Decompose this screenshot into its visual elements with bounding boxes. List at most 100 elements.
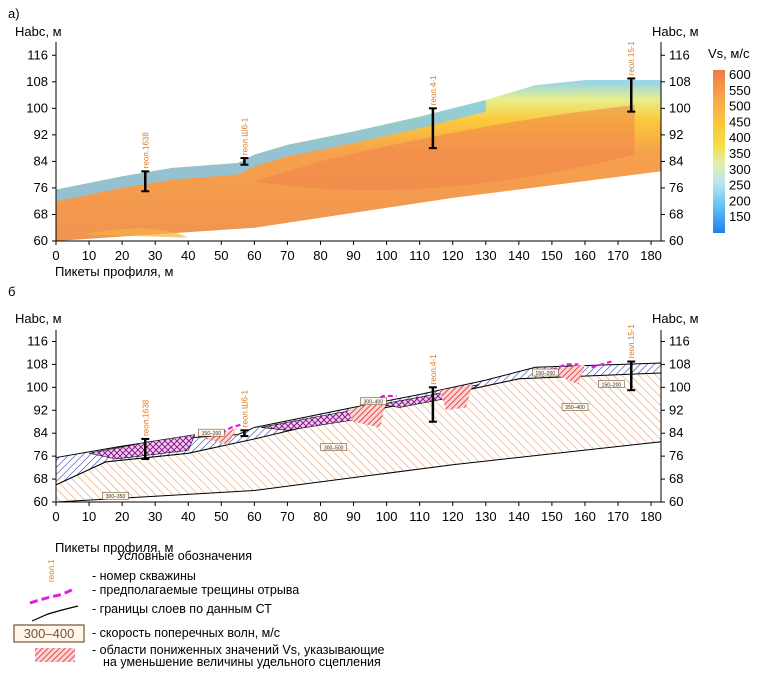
y-tick-label-right: 92 <box>669 402 683 417</box>
x-tick-label: 130 <box>475 248 497 263</box>
legend-item-layers: - границы слоев по данным СТ <box>31 602 272 622</box>
y-tick-label-right: 84 <box>669 425 683 440</box>
x-tick-label: 180 <box>640 509 662 524</box>
y-tick-label-left: 76 <box>34 180 48 195</box>
legend-low-vs-text2: на уменьшение величины удельного сцеплен… <box>103 655 381 669</box>
y-tick-label-left: 92 <box>34 402 48 417</box>
y-tick-label-left: 60 <box>34 233 48 248</box>
low-vs-area <box>439 384 473 411</box>
x-tick-label: 150 <box>541 509 563 524</box>
borehole-label: геол.15-1 <box>627 324 636 359</box>
legend: Условные обозначения геол.1 - номер сква… <box>13 549 385 669</box>
panel-b-xlabel: Пикеты профиля, м <box>55 540 173 555</box>
x-tick-label: 40 <box>181 509 195 524</box>
borehole-label: геол.15-1 <box>627 41 636 76</box>
y-tick-label-left: 60 <box>34 494 48 509</box>
legend-velocity-sample: 300–400 <box>24 626 75 641</box>
x-tick-label: 170 <box>607 248 629 263</box>
velocity-label: 150–200 <box>536 371 556 377</box>
x-tick-label: 90 <box>346 248 360 263</box>
borehole-label: геол.Ш6-1 <box>240 117 249 155</box>
colorbar-tick-label: 150 <box>729 209 751 224</box>
velocity-label-box <box>360 397 387 405</box>
x-tick-label: 10 <box>82 509 96 524</box>
x-tick-label: 150 <box>541 248 563 263</box>
panel-a-ylabel-left: Наbс, м <box>15 24 62 39</box>
y-tick-label-right: 108 <box>669 74 691 89</box>
borehole-label: геол.1638 <box>141 399 150 436</box>
y-tick-label-right: 76 <box>669 180 683 195</box>
low-velocity-band <box>56 100 486 202</box>
colorbar-title-text: Vs, м/с <box>708 46 750 61</box>
velocity-label-box <box>531 368 559 377</box>
low-vs-area <box>346 398 387 428</box>
x-tick-label: 170 <box>607 509 629 524</box>
panel-b: б Наbс, м Наbс, м 0 10 20 30 40 50 60 70 80 90 100… <box>8 284 699 555</box>
borehole-label: геол.4-1 <box>429 354 438 384</box>
velocity-label: 350–400 <box>565 405 585 411</box>
x-tick-label: 130 <box>475 509 497 524</box>
y-tick-label-right: 116 <box>669 333 690 348</box>
legend-velocity-text: - скорость поперечных волн, м/с <box>92 626 280 640</box>
x-tick-label: 80 <box>313 248 327 263</box>
legend-crack-sample <box>29 586 76 605</box>
colorbar-tick-label: 550 <box>729 83 751 98</box>
x-tick-label: 140 <box>508 248 530 263</box>
panel-a-boreholes: геол.1638 геол.Ш6-1 геол.4-1 геол.15-1 <box>141 41 636 193</box>
borehole-label: геол.4-1 <box>429 75 438 105</box>
legend-item-borehole: геол.1 - номер скважины <box>47 559 196 583</box>
x-tick-label: 80 <box>313 509 327 524</box>
geology-section <box>55 360 662 503</box>
panel-a-ylabel-right: Наbс, м <box>652 24 699 39</box>
x-tick-label: 20 <box>115 509 129 524</box>
velocity-label: 150–200 <box>602 382 622 388</box>
y-tick-label-right: 60 <box>669 494 683 509</box>
legend-borehole-text: - номер скважины <box>92 569 196 583</box>
velocity-label-box <box>598 380 625 388</box>
velocity-label: 150–200 <box>202 431 222 437</box>
y-tick-label-right: 68 <box>669 206 683 221</box>
velocity-label-box <box>102 491 129 500</box>
y-tick-label-right: 108 <box>669 356 691 371</box>
x-tick-label: 160 <box>574 248 596 263</box>
colorbar-tick-label: 350 <box>729 146 751 161</box>
y-tick-label-left: 116 <box>27 333 48 348</box>
colorbar-tick-label: 600 <box>729 67 751 82</box>
colorbar-tick-label: 250 <box>729 178 751 193</box>
x-tick-label: 0 <box>52 509 59 524</box>
x-tick-label: 180 <box>640 248 662 263</box>
colorbar-tick-label: 300 <box>729 162 751 177</box>
x-tick-label: 50 <box>214 509 228 524</box>
x-tick-label: 100 <box>376 509 398 524</box>
x-tick-label: 0 <box>52 248 59 263</box>
x-tick-label: 10 <box>82 248 96 263</box>
legend-title: Условные обозначения <box>117 549 252 563</box>
y-tick-label-right: 100 <box>669 379 691 394</box>
colorbar <box>713 70 725 233</box>
legend-low-vs-sample <box>35 648 75 662</box>
x-tick-label: 110 <box>409 248 430 263</box>
legend-layers-text: - границы слоев по данным СТ <box>92 602 272 616</box>
velocity-label-box <box>561 403 589 411</box>
x-tick-label: 140 <box>508 509 530 524</box>
y-tick-label-left: 100 <box>26 100 48 115</box>
x-tick-label: 30 <box>148 509 162 524</box>
y-tick-label-left: 92 <box>34 127 48 142</box>
y-tick-label-left: 76 <box>34 448 48 463</box>
y-tick-label-left: 108 <box>26 356 48 371</box>
y-tick-label-right: 84 <box>669 153 683 168</box>
legend-borehole-sample: геол.1 <box>47 559 56 582</box>
legend-item-cracks: - предполагаемые трещины отрыва <box>29 583 299 605</box>
y-tick-label-left: 108 <box>26 74 48 89</box>
y-tick-label-right: 68 <box>669 471 683 486</box>
borehole-label: геол.Ш6-1 <box>240 390 249 428</box>
panel-b-axes: 0 10 20 30 40 50 60 70 80 90 100 110 120 130 140 150 160… <box>26 330 691 524</box>
x-tick-label: 40 <box>181 248 195 263</box>
x-tick-label: 110 <box>409 509 430 524</box>
x-tick-label: 20 <box>115 248 129 263</box>
legend-velocity-box <box>13 624 85 643</box>
y-tick-label-right: 60 <box>669 233 683 248</box>
colorbar-tick-label: 400 <box>729 130 751 145</box>
